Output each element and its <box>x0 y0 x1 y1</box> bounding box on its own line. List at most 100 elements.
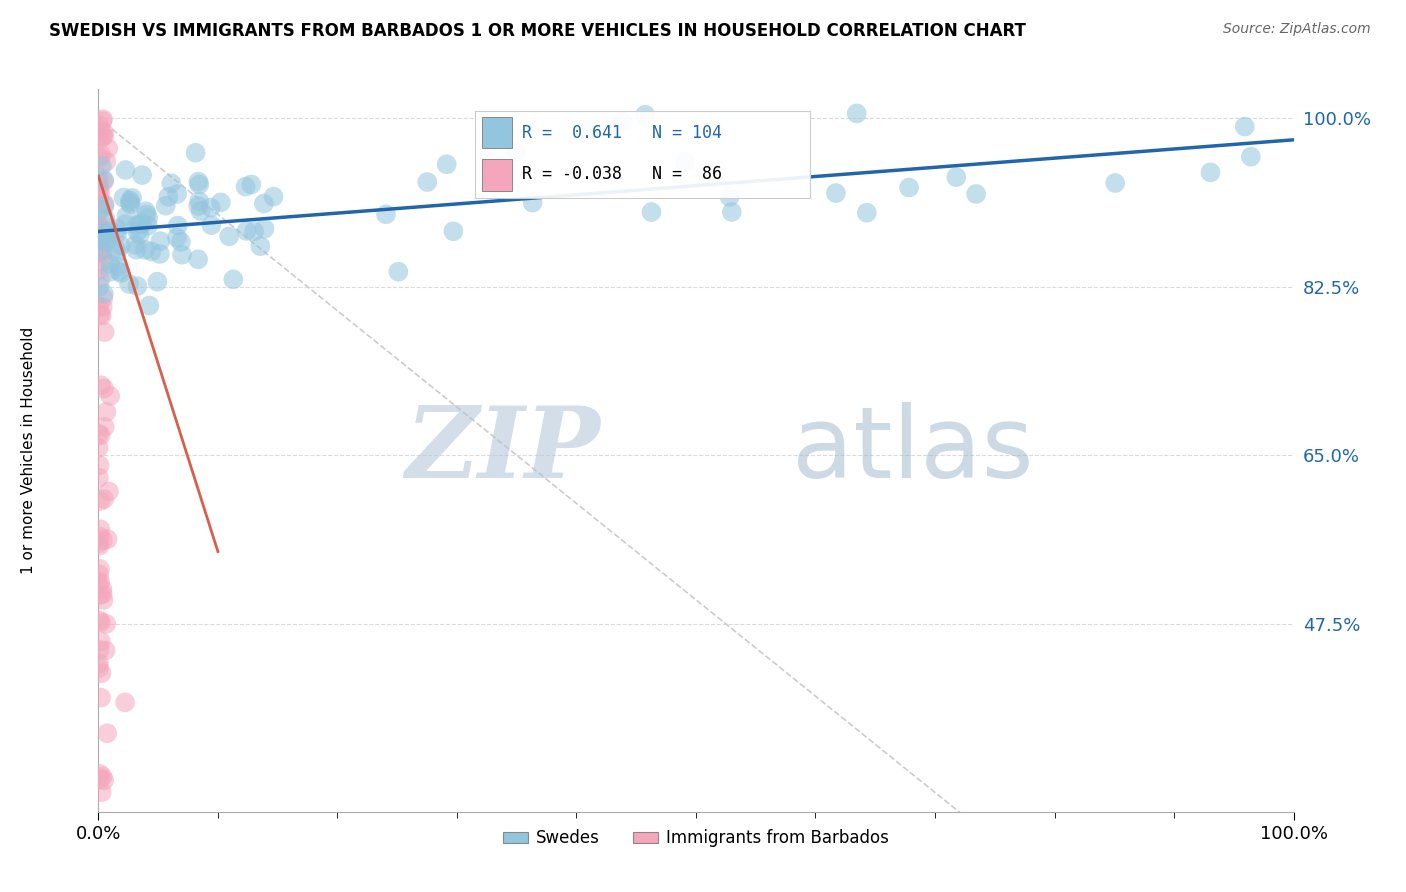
Point <box>124 237 146 252</box>
Point <box>190 204 212 219</box>
Point <box>89 772 111 786</box>
Point <box>93 773 115 788</box>
Point <box>89 522 111 536</box>
Point <box>89 494 111 508</box>
Point <box>263 189 285 203</box>
Point <box>89 530 111 544</box>
Point <box>640 205 662 219</box>
Point <box>90 202 112 217</box>
Point <box>90 233 112 247</box>
Point <box>96 220 118 235</box>
Point <box>97 141 120 155</box>
Point <box>87 657 110 671</box>
Point <box>89 567 111 582</box>
Point <box>91 770 114 784</box>
Point <box>89 458 111 473</box>
Point <box>93 325 115 339</box>
Point <box>108 264 131 278</box>
Point <box>97 484 120 499</box>
Point <box>93 382 115 396</box>
Point <box>187 175 209 189</box>
Point <box>720 205 742 219</box>
Point <box>200 218 222 232</box>
Point <box>89 224 111 238</box>
Point <box>89 244 111 259</box>
Text: SWEDISH VS IMMIGRANTS FROM BARBADOS 1 OR MORE VEHICLES IN HOUSEHOLD CORRELATION : SWEDISH VS IMMIGRANTS FROM BARBADOS 1 OR… <box>49 22 1026 40</box>
Point <box>96 154 118 169</box>
Point <box>253 221 276 235</box>
Point <box>114 217 136 231</box>
Point <box>128 217 150 231</box>
Point <box>222 272 245 286</box>
Point <box>91 300 114 314</box>
Point <box>112 191 135 205</box>
Point <box>240 178 263 192</box>
Point <box>89 574 111 589</box>
Point <box>375 207 398 221</box>
Point <box>136 219 159 233</box>
Point <box>87 263 110 277</box>
Point <box>166 187 188 202</box>
Point <box>149 234 172 248</box>
Point <box>1104 176 1126 190</box>
Point <box>93 129 115 144</box>
Point <box>235 224 257 238</box>
Point <box>91 533 114 548</box>
Point <box>87 426 110 441</box>
Point <box>89 181 111 195</box>
Point <box>200 201 222 215</box>
Text: ZIP: ZIP <box>405 402 600 499</box>
Point <box>138 299 160 313</box>
Point <box>1233 120 1256 134</box>
Point <box>107 260 129 274</box>
Point <box>93 125 115 139</box>
Point <box>188 178 211 192</box>
Point <box>89 642 111 657</box>
Point <box>128 227 150 242</box>
Point <box>87 661 110 675</box>
Point <box>131 168 153 182</box>
Point <box>91 247 114 261</box>
Point <box>249 239 271 253</box>
Point <box>89 562 111 576</box>
Point <box>93 228 115 243</box>
Point <box>93 174 115 188</box>
Point <box>170 248 193 262</box>
Point <box>188 194 211 209</box>
Point <box>89 230 111 244</box>
Point <box>89 186 111 201</box>
Point <box>90 309 112 323</box>
Point <box>90 785 112 799</box>
Point <box>93 199 115 213</box>
Point <box>93 491 115 506</box>
Point <box>94 211 117 226</box>
Point <box>90 378 112 392</box>
Point <box>90 634 112 648</box>
Point <box>87 169 110 184</box>
Text: Source: ZipAtlas.com: Source: ZipAtlas.com <box>1223 22 1371 37</box>
Point <box>94 643 117 657</box>
Point <box>243 224 266 238</box>
Point <box>93 420 115 434</box>
Point <box>845 106 868 120</box>
Point <box>105 245 128 260</box>
Point <box>87 471 110 485</box>
Point <box>387 265 409 279</box>
Point <box>187 252 209 267</box>
Point <box>87 118 110 132</box>
Point <box>96 726 118 740</box>
Point <box>89 307 111 321</box>
Point <box>89 219 111 233</box>
Point <box>91 222 114 236</box>
Point <box>93 593 115 607</box>
Point <box>87 441 110 455</box>
Point <box>89 233 111 247</box>
Point <box>91 582 114 597</box>
Point <box>93 254 115 268</box>
Legend: Swedes, Immigrants from Barbados: Swedes, Immigrants from Barbados <box>496 822 896 854</box>
Point <box>98 257 121 271</box>
Point <box>187 199 209 213</box>
Point <box>91 242 114 256</box>
Point <box>98 225 121 239</box>
Point <box>149 247 172 261</box>
